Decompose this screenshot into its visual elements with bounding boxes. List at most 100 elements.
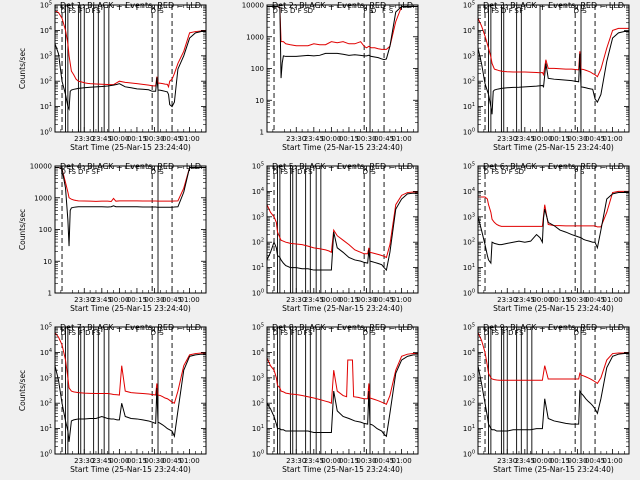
annotation-label: D (483, 329, 488, 337)
x-tick-label: 23:30 (497, 135, 517, 143)
chart-panel-8: D F S F D F S D FS10010110210310410523:3023:4500… (252, 323, 419, 474)
annotation-label: F (79, 7, 83, 15)
annotation-label: D (60, 168, 65, 176)
plot-frame (477, 4, 630, 133)
annotation-label: F (92, 329, 96, 337)
x-tick-label: 01:00 (392, 457, 412, 465)
x-tick-label: 00:30 (144, 135, 164, 143)
annotation-label: D (78, 168, 83, 176)
plot-area (55, 5, 206, 132)
x-tick-label: 00:45 (585, 135, 605, 143)
annotation-label: S (308, 168, 313, 176)
x-tick-label: 23:30 (74, 135, 94, 143)
y-axis-title: Counts/sec (18, 209, 27, 250)
annotation-label: F (68, 168, 72, 176)
x-tick-label: 01:00 (392, 135, 412, 143)
annotation-label: S (514, 7, 519, 15)
y-tick-label: 103 (252, 212, 264, 221)
y-tick-label: 104 (252, 348, 264, 357)
y-tick-label: 101 (40, 102, 52, 111)
annotation-label: S (284, 168, 289, 176)
annotation-label: D (151, 329, 156, 337)
x-axis-title: Start Time (25-Nar-15 23:24:40) (282, 143, 403, 152)
annotation-label: D (297, 329, 302, 337)
annotation-label: S (580, 168, 585, 176)
y-tick-label: 102 (463, 399, 475, 408)
y-tick-label: 104 (463, 187, 475, 196)
y-tick-label: 1 (260, 129, 264, 137)
y-tick-label: 10000 (30, 163, 52, 171)
annotation-label: F (304, 168, 308, 176)
y-tick-label: 1000 (246, 33, 264, 41)
events-line (55, 166, 206, 247)
plot-area (267, 327, 418, 454)
y-tick-label: 103 (463, 373, 475, 382)
plot-content: D F S D F S F D FS (478, 5, 629, 132)
chart-panel-6: D F S D F S D F S10010110210310410523:3023:4500:… (463, 162, 630, 313)
y-tick-label: 101 (252, 263, 264, 272)
annotation-label: S (72, 329, 77, 337)
annotation-label: D (501, 168, 506, 176)
annotation-label: F (280, 329, 284, 337)
events-line (55, 31, 206, 112)
x-tick-label: 23:30 (74, 296, 94, 304)
panel-title: Det 3: BLACK = Events, RED = LLD (483, 1, 624, 10)
chart-panel-3: D F S D F S F D FS10010110210310410523:3023:4500… (463, 1, 630, 152)
y-tick-label: 103 (463, 212, 475, 221)
lld-line (478, 18, 629, 78)
plot-content: D F S D F S F D FS (55, 166, 206, 293)
x-tick-label: 00:15 (550, 457, 570, 465)
annotation-label: S (389, 7, 394, 15)
plot-frame (54, 326, 207, 455)
annotation-label: S (284, 329, 289, 337)
plot-frame (477, 326, 630, 455)
plot-content: D F S F D F S D FS (478, 327, 629, 454)
y-tick-label: 1 (48, 290, 52, 298)
x-tick-label: 00:45 (374, 135, 394, 143)
plot-content: D F S D F S D F SD F S (267, 5, 418, 132)
panel-title: Det 8: BLACK = Events, RED = LLD (272, 323, 413, 332)
y-tick-label: 101 (40, 424, 52, 433)
annotation-label: F (515, 329, 519, 337)
annotation-label: D (151, 168, 156, 176)
annotation-label: S (72, 7, 77, 15)
x-tick-label: 00:00 (321, 457, 341, 465)
annotation-label: D (519, 168, 524, 176)
plot-area (478, 327, 629, 454)
annotation-label: S (495, 329, 500, 337)
annotation-label: F (580, 329, 584, 337)
annotation-label: F (491, 329, 495, 337)
annotation-label: F (86, 168, 90, 176)
plot-frame (266, 326, 419, 455)
x-tick-label: 23:45 (92, 296, 112, 304)
annotation-label: S (371, 329, 376, 337)
x-tick-label: 00:15 (339, 135, 359, 143)
plot-content: D F S F D F S D FS (267, 166, 418, 293)
annotation-label: F (369, 168, 373, 176)
y-tick-label: 103 (463, 51, 475, 60)
y-tick-label: 100 (463, 289, 475, 298)
x-tick-label: 23:45 (92, 135, 112, 143)
x-tick-label: 00:00 (109, 457, 129, 465)
annotation-label: D (574, 329, 579, 337)
annotation-label: F (509, 7, 513, 15)
y-tick-label: 100 (251, 65, 264, 73)
annotation-label: S (514, 168, 519, 176)
x-tick-label: 00:30 (567, 457, 587, 465)
chart-panel-4: D F S D F S F D FS11010010001000023:3023:4500:00… (18, 162, 207, 313)
annotation-label: F (369, 329, 373, 337)
annotation-label: D (308, 7, 313, 15)
y-tick-label: 102 (463, 77, 475, 86)
annotation-label: F (280, 7, 284, 15)
annotation-label: S (284, 7, 289, 15)
x-tick-label: 01:00 (180, 457, 200, 465)
x-tick-label: 00:00 (321, 296, 341, 304)
x-tick-label: 00:45 (374, 296, 394, 304)
x-tick-label: 00:00 (532, 457, 552, 465)
annotation-label: D (272, 168, 277, 176)
annotation-label: S (96, 7, 101, 15)
x-tick-label: 01:00 (180, 135, 200, 143)
annotation-label: S (159, 7, 164, 15)
x-axis-title: Start Time (25-Nar-15 23:24:40) (493, 143, 614, 152)
plot-frame (266, 165, 419, 294)
